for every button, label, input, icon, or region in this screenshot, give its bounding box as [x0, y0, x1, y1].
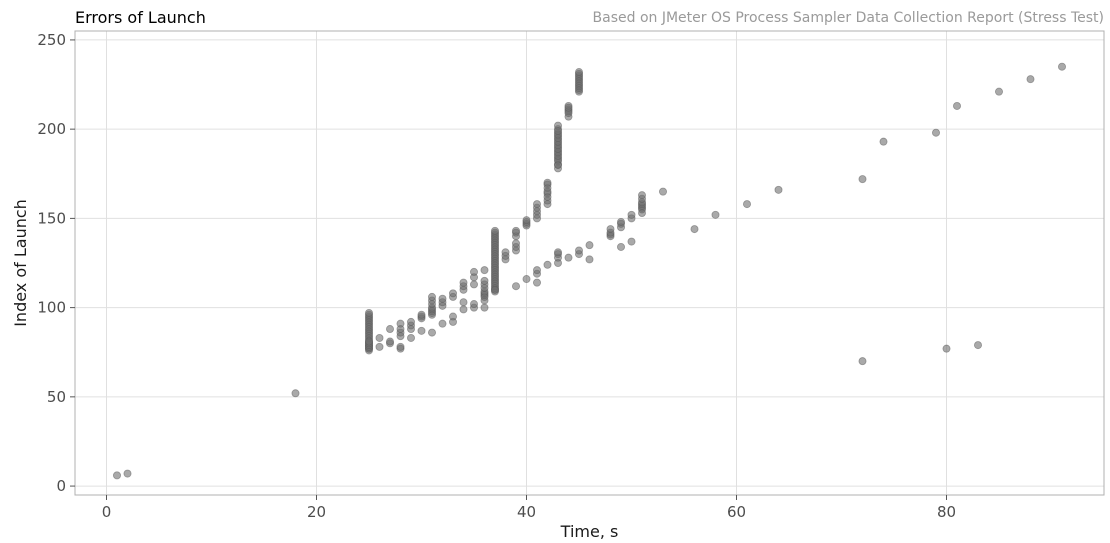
data-point	[879, 137, 888, 146]
data-point	[627, 210, 636, 219]
data-point	[522, 275, 531, 284]
data-point	[690, 225, 699, 234]
data-point	[448, 289, 457, 298]
data-point	[711, 210, 720, 219]
data-point	[858, 357, 867, 366]
data-point	[617, 217, 626, 226]
data-point	[543, 187, 552, 196]
data-point	[427, 328, 436, 337]
data-point	[543, 260, 552, 269]
data-point	[501, 248, 510, 257]
data-point	[448, 312, 457, 321]
plot-border	[74, 30, 1105, 496]
data-point	[438, 319, 447, 328]
x-tick-label: 80	[937, 503, 956, 521]
data-point	[375, 333, 384, 342]
data-point	[617, 242, 626, 251]
data-point	[469, 267, 478, 276]
data-point	[396, 319, 405, 328]
data-point	[438, 294, 447, 303]
y-tick-label: 100	[37, 299, 66, 317]
data-point	[480, 303, 489, 312]
data-point	[533, 200, 542, 209]
data-point	[627, 237, 636, 246]
data-point	[953, 101, 962, 110]
data-point	[364, 308, 373, 317]
data-point	[512, 226, 521, 235]
data-point	[459, 298, 468, 307]
data-point	[469, 280, 478, 289]
data-point	[490, 285, 499, 294]
data-point	[480, 266, 489, 275]
y-tick-label: 250	[37, 31, 66, 49]
data-point	[385, 337, 394, 346]
data-point	[585, 255, 594, 264]
data-point	[480, 276, 489, 285]
data-point	[123, 469, 132, 478]
chart-subtitle: Based on JMeter OS Process Sampler Data …	[592, 10, 1104, 26]
data-point	[417, 310, 426, 319]
y-tick-label: 50	[47, 388, 66, 406]
data-point	[575, 68, 584, 77]
data-point	[417, 326, 426, 335]
data-point	[606, 225, 615, 234]
y-tick-label: 150	[37, 209, 66, 227]
y-tick-label: 0	[56, 477, 66, 495]
data-point	[1058, 62, 1067, 71]
data-point	[291, 389, 300, 398]
scatter-points	[113, 62, 1067, 480]
data-point	[406, 333, 415, 342]
data-point	[942, 344, 951, 353]
data-point	[638, 191, 647, 200]
data-point	[554, 248, 563, 257]
data-point	[512, 239, 521, 248]
y-tick-label: 200	[37, 120, 66, 138]
x-tick-label: 20	[307, 503, 326, 521]
data-point	[543, 178, 552, 187]
data-point	[974, 341, 983, 350]
grid	[75, 31, 1104, 495]
x-axis-label: Time, s	[560, 522, 619, 541]
data-point	[396, 342, 405, 351]
x-tick-label: 40	[517, 503, 536, 521]
data-point	[522, 216, 531, 225]
data-point	[858, 175, 867, 184]
chart-title: Errors of Launch	[75, 8, 206, 27]
data-point	[490, 226, 499, 235]
x-ticks: 0 20 40 60 80	[102, 495, 956, 521]
data-point	[1026, 75, 1035, 84]
data-point	[554, 126, 563, 135]
x-tick-label: 0	[102, 503, 112, 521]
data-point	[995, 87, 1004, 96]
data-point	[375, 342, 384, 351]
data-point	[406, 317, 415, 326]
data-point	[743, 200, 752, 209]
data-point	[564, 253, 573, 262]
data-point	[459, 305, 468, 314]
y-axis-label: Index of Launch	[11, 199, 30, 327]
data-point	[512, 282, 521, 291]
data-point	[659, 187, 668, 196]
data-point	[564, 103, 573, 112]
data-point	[585, 241, 594, 250]
data-point	[113, 471, 122, 480]
data-point	[427, 292, 436, 301]
data-point	[575, 246, 584, 255]
data-point	[533, 278, 542, 287]
data-point	[459, 278, 468, 287]
data-point	[385, 325, 394, 334]
x-tick-label: 60	[727, 503, 746, 521]
data-point	[932, 128, 941, 137]
data-point	[774, 185, 783, 194]
data-point	[533, 266, 542, 275]
data-point	[364, 337, 373, 346]
data-point	[469, 300, 478, 309]
y-ticks: 0 50 100 150 200 250	[37, 31, 75, 495]
